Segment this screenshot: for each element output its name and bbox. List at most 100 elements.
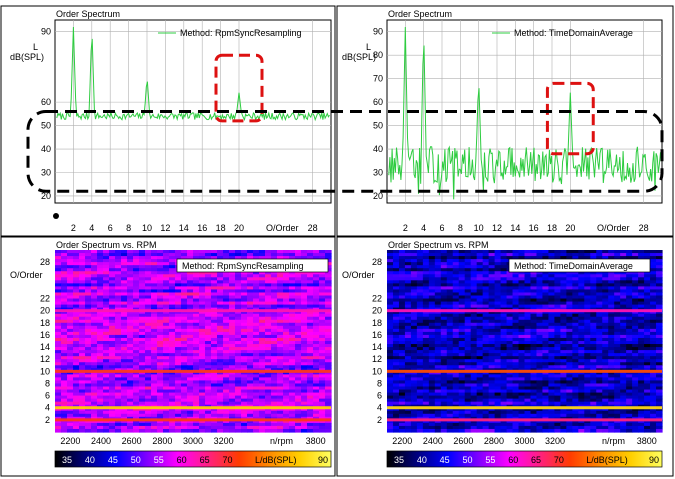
- heatmap-cell: [259, 280, 266, 284]
- heatmap-cell: [145, 337, 152, 342]
- heatmap-cell: [554, 365, 561, 369]
- heatmap-cell: [614, 362, 621, 366]
- heatmap-cell: [470, 319, 478, 324]
- heatmap-cell: [139, 325, 146, 330]
- heatmap-cell: [85, 374, 92, 378]
- heatmap-cell: [566, 304, 573, 309]
- heatmap-cell: [596, 331, 603, 336]
- heatmap-cell: [590, 325, 597, 330]
- heatmap-cell: [416, 334, 424, 339]
- heatmap-cell: [115, 319, 122, 324]
- heatmap-cell: [560, 331, 567, 336]
- heatmap-cell: [476, 268, 484, 272]
- heatmap-cell: [482, 362, 490, 366]
- heatmap-cell: [422, 259, 430, 263]
- heatmap-cell: [446, 374, 454, 378]
- heatmap-cell: [295, 350, 302, 354]
- heatmap-cell: [608, 316, 615, 321]
- heatmap-cell: [61, 359, 68, 363]
- heatmap-cell: [247, 398, 254, 403]
- heatmap-cell: [115, 377, 122, 382]
- heatmap-cell: [632, 283, 639, 287]
- heatmap-cell: [470, 310, 478, 315]
- heatmap-cell: [608, 359, 615, 363]
- heatmap-cell: [325, 304, 332, 309]
- heatmap-cell: [313, 425, 320, 430]
- heatmap-cell: [253, 304, 260, 309]
- heatmap-cell: [554, 286, 561, 291]
- heatmap-cell: [578, 331, 585, 336]
- heatmap-cell: [428, 286, 436, 291]
- x-tick-label: 3800: [306, 436, 326, 446]
- heatmap-cell: [139, 407, 146, 412]
- heatmap-cell: [139, 292, 146, 297]
- heatmap-cell: [512, 253, 520, 257]
- heatmap-cell: [277, 328, 284, 333]
- heatmap-cell: [271, 428, 278, 433]
- heatmap-cell: [590, 347, 597, 351]
- heatmap-cell: [199, 350, 206, 354]
- heatmap-cell: [271, 407, 278, 412]
- heatmap-cell: [157, 401, 164, 406]
- heatmap-cell: [175, 289, 182, 294]
- heatmap-cell: [325, 316, 332, 321]
- heatmap-cell: [181, 362, 188, 366]
- heatmap-cell: [410, 304, 418, 309]
- heatmap-cell: [638, 383, 645, 388]
- heatmap-cell: [157, 410, 164, 415]
- heatmap-cell: [301, 286, 308, 291]
- heatmap-cell: [434, 377, 442, 382]
- heatmap-cell: [97, 341, 104, 345]
- heatmap-cell: [205, 331, 212, 336]
- heatmap-cell: [247, 313, 254, 318]
- heatmap-cell: [109, 395, 116, 400]
- heatmap-cell: [554, 304, 561, 309]
- heatmap-cell: [554, 371, 561, 375]
- heatmap-cell: [301, 295, 308, 300]
- heatmap-cell: [241, 350, 248, 354]
- heatmap-cell: [247, 256, 254, 260]
- heatmap-cell: [169, 286, 176, 291]
- heatmap-cell: [85, 316, 92, 321]
- heatmap-cell: [650, 356, 657, 360]
- heatmap-cell: [410, 295, 418, 300]
- heatmap-cell: [307, 295, 314, 300]
- heatmap-cell: [55, 295, 62, 300]
- heatmap-cell: [259, 341, 266, 345]
- heatmap-cell: [109, 377, 116, 382]
- heatmap-cell: [175, 280, 182, 284]
- heatmap-cell: [241, 301, 248, 306]
- heatmap-cell: [265, 280, 272, 284]
- heatmap-cell: [295, 353, 302, 357]
- heatmap-cell: [217, 250, 224, 254]
- heatmap-cell: [97, 398, 104, 403]
- heatmap-cell: [163, 425, 170, 430]
- heatmap-cell: [476, 310, 484, 315]
- heatmap-cell: [241, 319, 248, 324]
- heatmap-cell: [319, 334, 326, 339]
- heatmap-cell: [494, 310, 502, 315]
- heatmap-cell: [512, 325, 520, 330]
- heatmap-cell: [488, 365, 496, 369]
- heatmap-cell: [307, 359, 314, 363]
- heatmap-cell: [205, 271, 212, 275]
- heatmap-cell: [181, 350, 188, 354]
- heatmap-cell: [398, 325, 406, 330]
- heatmap-cell: [247, 319, 254, 324]
- heatmap-cell: [506, 289, 514, 294]
- heatmap-cell: [307, 337, 314, 342]
- heatmap-cell: [265, 344, 272, 348]
- heatmap-cell: [145, 395, 152, 400]
- heatmap-cell: [404, 283, 412, 287]
- heatmap-cell: [127, 374, 134, 378]
- heatmap-cell: [307, 341, 314, 345]
- heatmap-cell: [464, 374, 472, 378]
- heatmap-cell: [536, 292, 544, 297]
- heatmap-cell: [295, 356, 302, 360]
- heatmap-cell: [387, 374, 394, 378]
- x-tick-label: 4: [89, 223, 94, 233]
- heatmap-cell: [241, 274, 248, 278]
- heatmap-cell: [115, 413, 122, 418]
- heatmap-cell: [277, 322, 284, 327]
- heatmap-cell: [121, 337, 128, 342]
